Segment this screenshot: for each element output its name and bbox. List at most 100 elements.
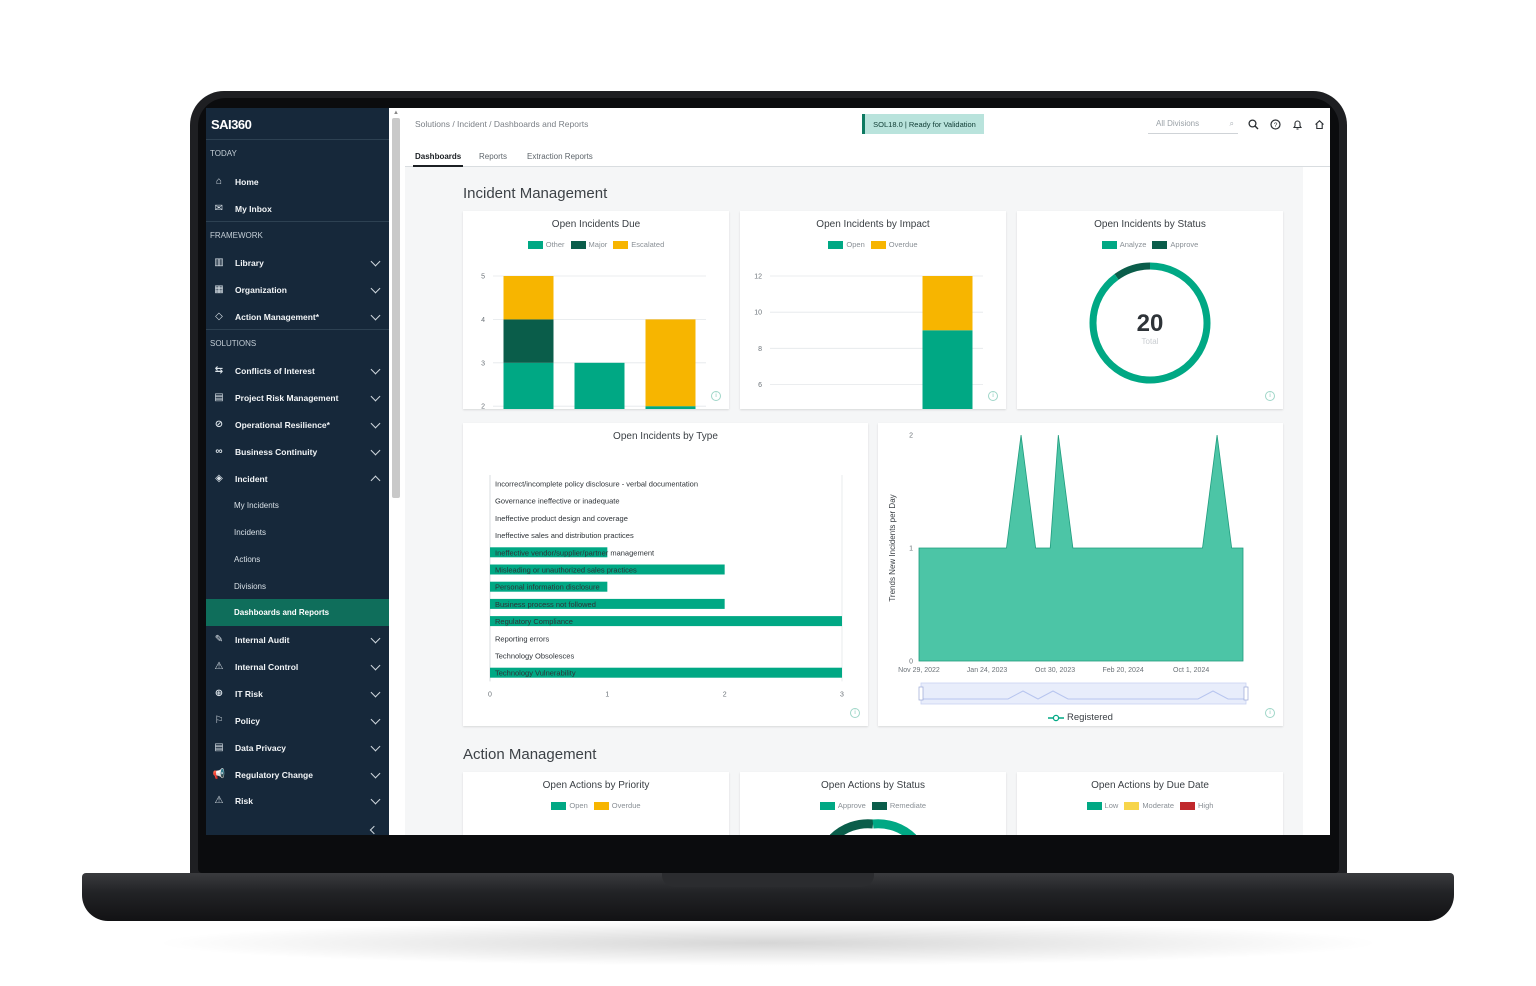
info-icon[interactable]: i: [711, 391, 721, 401]
sidebar-item-my-inbox[interactable]: ✉ My Inbox: [206, 195, 389, 222]
legend-item-open[interactable]: Open: [828, 240, 865, 249]
legend-item-major[interactable]: Major: [570, 240, 607, 249]
legend-item-registered[interactable]: Registered: [1048, 712, 1113, 723]
sidebar-subitem-dashboards-and-reports[interactable]: Dashboards and Reports: [206, 599, 389, 626]
category-label: Regulatory Compliance: [495, 617, 573, 626]
home-icon[interactable]: [1312, 117, 1326, 131]
chevron-down-icon[interactable]: [370, 364, 381, 375]
scrollbar-thumb[interactable]: [392, 118, 400, 498]
breadcrumb[interactable]: Solutions / Incident / Dashboards and Re…: [415, 119, 589, 129]
inbox-icon: ✉: [214, 203, 224, 214]
legend-item-approve[interactable]: Approve: [819, 801, 866, 810]
tab-extraction-reports[interactable]: Extraction Reports: [527, 152, 593, 161]
sidebar-subitem-divisions[interactable]: Divisions: [234, 582, 267, 591]
sidebar-item-incident[interactable]: ◈ Incident: [206, 465, 389, 492]
sidebar-item-internal-audit[interactable]: ✎ Internal Audit: [206, 626, 389, 653]
legend-swatch: [870, 240, 886, 249]
search-icon[interactable]: [1246, 117, 1260, 131]
chart-card-incident-trends: 0 1 2 Nov 29, 2022 Jan 24, 2023 Oct 30, 2023 F…: [878, 423, 1283, 726]
sidebar-item-label: Risk: [235, 795, 253, 806]
donut-chart-partial: [829, 819, 917, 835]
donut-total-label: Total: [1142, 337, 1159, 346]
legend-item-overdue[interactable]: Overdue: [593, 801, 641, 810]
chevron-down-icon[interactable]: [370, 714, 381, 725]
bell-icon[interactable]: [1290, 117, 1304, 131]
tab-dashboards[interactable]: Dashboards: [415, 152, 462, 161]
stacked-bar-chart: 024681012EscalatedMajorOther: [754, 274, 983, 409]
chevron-down-icon[interactable]: [370, 418, 381, 429]
sidebar-item-home[interactable]: ⌂ Home: [206, 168, 389, 195]
app-logo[interactable]: SAI360: [211, 117, 252, 132]
chevron-down-icon[interactable]: [370, 445, 381, 456]
help-icon[interactable]: ?: [1268, 117, 1282, 131]
sidebar-item-operational-resilience[interactable]: ⊘ Operational Resilience*: [206, 411, 389, 438]
sidebar-item-business-continuity[interactable]: ∞ Business Continuity: [206, 438, 389, 465]
sidebar-item-policy[interactable]: ⚐ Policy: [206, 707, 389, 734]
navigator-series: [921, 690, 1246, 700]
chevron-down-icon[interactable]: [370, 794, 381, 805]
legend-item-moderate[interactable]: Moderate: [1124, 801, 1174, 810]
globe-icon: ⊕: [214, 688, 224, 699]
resilience-icon: ⊘: [214, 419, 224, 430]
legend-item-approve[interactable]: Approve: [1152, 240, 1198, 249]
sidebar: SAI360 TODAY ⌂ Home ✉ My Inbox FRAMEWORK ▥…: [206, 108, 389, 835]
scroll-up-icon[interactable]: ▲: [393, 110, 399, 116]
legend-item-high[interactable]: High: [1180, 801, 1213, 810]
sidebar-item-label: Action Management*: [235, 311, 320, 322]
legend-item-analyze[interactable]: Analyze: [1101, 240, 1146, 249]
sidebar-item-label: Policy: [235, 715, 261, 726]
sidebar-item-action-management[interactable]: ◇ Action Management*: [206, 303, 389, 330]
chart-legend: Approve Remediate: [740, 801, 1006, 810]
legend-swatch: [613, 240, 629, 249]
chevron-down-icon[interactable]: [370, 310, 381, 321]
sidebar-item-regulatory-change[interactable]: 📢 Regulatory Change: [206, 761, 389, 788]
legend-item-open[interactable]: Open: [551, 801, 588, 810]
chart-legend: Open Overdue: [740, 240, 1006, 249]
division-search-input[interactable]: All Divisions ⌕: [1148, 114, 1238, 134]
legend-item-overdue[interactable]: Overdue: [870, 240, 918, 249]
sidebar-item-label: Internal Control: [235, 661, 299, 672]
sidebar-item-label: Library: [235, 257, 264, 268]
chevron-down-icon[interactable]: [370, 256, 381, 267]
sidebar-subitem-actions[interactable]: Actions: [234, 555, 261, 564]
sidebar-subitem-incidents[interactable]: Incidents: [234, 528, 267, 537]
legend-swatch: [527, 240, 543, 249]
sidebar-item-data-privacy[interactable]: ▤ Data Privacy: [206, 734, 389, 761]
sidebar-item-library[interactable]: ▥ Library: [206, 249, 389, 276]
info-icon[interactable]: i: [1265, 391, 1275, 401]
chevron-down-icon[interactable]: [370, 660, 381, 671]
legend-item-low[interactable]: Low: [1086, 801, 1118, 810]
bar-segment: [503, 319, 554, 363]
x-tick-label: Oct 1, 2024: [1173, 667, 1209, 674]
legend-swatch: [871, 801, 887, 810]
chart-title: Open Actions by Due Date: [1091, 780, 1209, 791]
bar-segment: [503, 362, 554, 409]
sidebar-item-conflicts-of-interest[interactable]: ⇆ Conflicts of Interest: [206, 357, 389, 384]
legend-item-other[interactable]: Other: [527, 240, 565, 249]
chevron-down-icon[interactable]: [370, 687, 381, 698]
chevron-down-icon[interactable]: [370, 768, 381, 779]
sidebar-item-organization[interactable]: ▦ Organization: [206, 276, 389, 303]
legend-label: Open: [569, 801, 588, 810]
sidebar-item-project-risk-management[interactable]: ▤ Project Risk Management: [206, 384, 389, 411]
chevron-up-icon[interactable]: [370, 475, 381, 486]
sidebar-item-internal-control[interactable]: ⚠ Internal Control: [206, 653, 389, 680]
info-icon[interactable]: i: [850, 708, 860, 718]
sidebar-item-label: Business Continuity: [235, 446, 318, 457]
legend-item-remediate[interactable]: Remediate: [871, 801, 926, 810]
y-tick-label: 4: [481, 317, 485, 324]
search-icon: ⌕: [1229, 119, 1234, 128]
info-icon[interactable]: i: [988, 391, 998, 401]
chevron-down-icon[interactable]: [370, 741, 381, 752]
chevron-down-icon[interactable]: [370, 391, 381, 402]
sidebar-item-it-risk[interactable]: ⊕ IT Risk: [206, 680, 389, 707]
sidebar-item-risk[interactable]: ⚠ Risk: [206, 787, 389, 814]
sidebar-subitem-my-incidents[interactable]: My Incidents: [234, 501, 279, 510]
legend-item-escalated[interactable]: Escalated: [613, 240, 664, 249]
collapse-sidebar-icon[interactable]: [369, 825, 379, 835]
chevron-down-icon[interactable]: [370, 283, 381, 294]
chevron-down-icon[interactable]: [370, 633, 381, 644]
info-icon[interactable]: i: [1265, 708, 1275, 718]
donut-segment: [1114, 262, 1151, 280]
tab-reports[interactable]: Reports: [479, 152, 508, 161]
